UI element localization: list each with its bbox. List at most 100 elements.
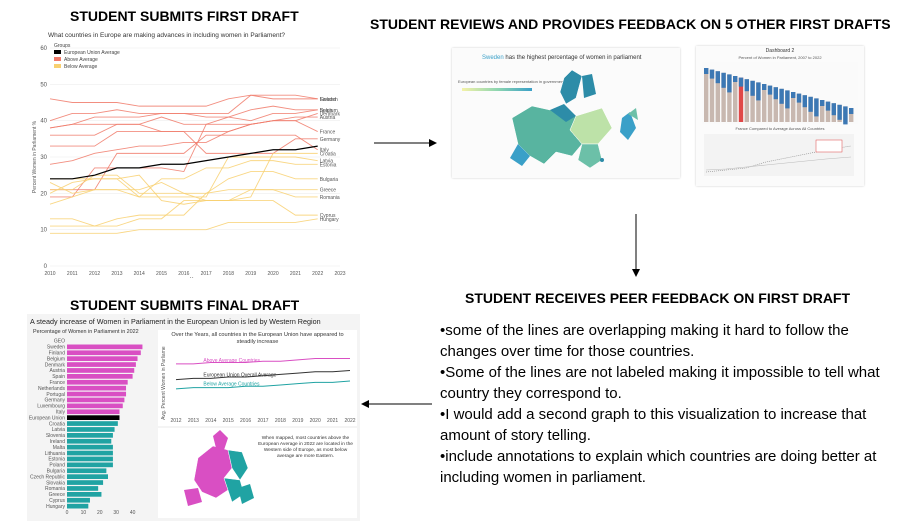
final-x-tick: 2022 xyxy=(344,418,355,424)
dashboard-bar xyxy=(704,68,709,122)
bar-category-label: Croatia xyxy=(49,421,65,427)
series-end-label: Croatia xyxy=(320,151,336,157)
legend-item-eu: European Union Average xyxy=(54,50,120,57)
final-line-panel: Over the Years, all countries in the Eur… xyxy=(158,330,357,426)
final-draft-banner: A steady increase of Women in Parliament… xyxy=(30,317,321,326)
dashboard-bar xyxy=(820,100,825,122)
x-tick-label: 2012 xyxy=(89,271,100,277)
bar-category-label: Estonia xyxy=(48,457,65,463)
bar xyxy=(67,486,99,491)
dashboard-bar-change xyxy=(814,98,819,117)
bar-category-label: Portugal xyxy=(46,392,65,398)
review-dashboard-subtitle: Percent of Women in Parliament, 2007 to … xyxy=(738,55,822,60)
series-end-label: Estonia xyxy=(320,162,337,168)
dashboard-bar xyxy=(762,84,767,122)
dashboard-bar xyxy=(744,79,749,122)
x-axis-label: Year xyxy=(190,277,200,278)
dashboard-bar xyxy=(715,71,720,122)
final-x-tick: 2019 xyxy=(292,418,303,424)
dashboard-bar-change xyxy=(715,71,720,84)
bar xyxy=(67,427,115,432)
dashboard-bar-change xyxy=(808,96,813,112)
dashboard-bar-change xyxy=(843,106,848,125)
dashboard-bar-change xyxy=(727,74,732,93)
bar xyxy=(67,456,113,462)
final-x-tick: 2016 xyxy=(240,418,251,424)
series-end-label: Italy xyxy=(320,148,330,154)
feedback-item: •Some of the lines are not labeled makin… xyxy=(440,364,880,402)
first-draft-legend: Groups European Union Average Above Aver… xyxy=(54,43,120,71)
bar xyxy=(67,409,120,415)
dashboard-bar-change xyxy=(773,87,778,100)
x-tick-label: 2020 xyxy=(268,271,279,277)
series-line xyxy=(49,94,318,107)
first-draft-line-chart: 0 10 20 30 40 50 60 2010 2011 2012 2013 2014 2015 201… xyxy=(32,46,346,278)
bar-category-label: Romania xyxy=(45,486,65,492)
series-end-label: Belgium xyxy=(320,108,338,114)
dashboard-bar xyxy=(721,72,726,122)
series-end-label: Austria xyxy=(320,115,336,121)
header-first-draft: STUDENT SUBMITS FIRST DRAFT xyxy=(70,8,299,24)
review-dashboard-line-chart xyxy=(704,134,854,176)
dashboard-bar xyxy=(756,82,761,122)
dashboard-bar xyxy=(825,101,831,122)
bar xyxy=(67,497,90,503)
bar-category-label: Sweden xyxy=(47,345,65,351)
series-line xyxy=(50,218,318,234)
bar xyxy=(67,374,133,379)
review-dashboard-bar-chart xyxy=(702,62,858,125)
dashboard-bar xyxy=(791,92,796,122)
dashboard-bar-change xyxy=(791,92,796,98)
bar xyxy=(67,397,125,403)
x-tick-label: 2010 xyxy=(44,271,55,277)
review-dashboard-title: Dashboard 2 xyxy=(765,48,795,54)
first-draft-chart-panel: What countries in Europe are making adva… xyxy=(28,28,358,278)
bar-category-label: Czech Republic xyxy=(30,474,66,480)
final-x-tick: 2014 xyxy=(205,418,216,424)
bar-category-label: Malta xyxy=(53,445,65,451)
series-line xyxy=(50,200,318,227)
dashboard-bar-change xyxy=(831,103,836,116)
bar xyxy=(67,468,107,474)
x-tick-label: 2021 xyxy=(290,271,301,277)
bar xyxy=(67,444,113,450)
dashboard-bar-change xyxy=(837,104,842,120)
dashboard-bar xyxy=(802,95,807,122)
series-end-label: Germany xyxy=(320,137,341,143)
dashboard-bar xyxy=(750,80,755,122)
series-line xyxy=(50,134,318,191)
feedback-item: •I would add a second graph to this visu… xyxy=(440,406,867,444)
bar-category-label: Poland xyxy=(49,463,65,469)
bar xyxy=(67,462,113,468)
bar xyxy=(67,433,113,438)
bar-category-label: Latvia xyxy=(52,427,66,433)
final-series-line xyxy=(176,358,350,365)
series-end-label: Greece xyxy=(320,188,337,194)
dashboard-bar xyxy=(709,69,715,122)
bar xyxy=(67,391,127,397)
final-europe-map xyxy=(184,430,254,506)
dashboard-bar xyxy=(796,93,802,122)
bar xyxy=(67,474,108,479)
x-tick-label: 2014 xyxy=(134,271,145,277)
series-end-label: Cyprus xyxy=(320,213,336,219)
final-series-label: Below Average Countries xyxy=(203,382,260,388)
review-dashboard-panel: Dashboard 2 Percent of Women in Parliame… xyxy=(696,46,864,186)
x-tick-label: 2017 xyxy=(201,271,212,277)
y-tick-label: 10 xyxy=(40,228,47,234)
bar-category-label: Italy xyxy=(56,410,66,416)
x-tick-label: 2016 xyxy=(178,271,189,277)
header-receives-feedback: STUDENT RECEIVES PEER FEEDBACK ON FIRST … xyxy=(465,290,851,306)
final-series-label: European Union Overall Average xyxy=(203,372,276,378)
bar-category-label: Hungary xyxy=(46,504,65,510)
bar-category-label: Cyprus xyxy=(49,498,65,504)
review-map-panel: Sweden has the highest percentage of wom… xyxy=(452,48,680,178)
final-y-axis-label: Avg. Percent Women in Parliament xyxy=(161,346,167,420)
dashboard-bar-change xyxy=(849,108,854,114)
x-tick-label: 2018 xyxy=(223,271,234,277)
y-tick-label: 50 xyxy=(40,82,47,88)
dashboard-bar-change xyxy=(744,79,749,92)
final-map-panel: When mapped, most countries above the Eu… xyxy=(158,428,357,518)
bar-category-label: Netherlands xyxy=(38,386,65,392)
dashboard-bar xyxy=(849,108,854,122)
